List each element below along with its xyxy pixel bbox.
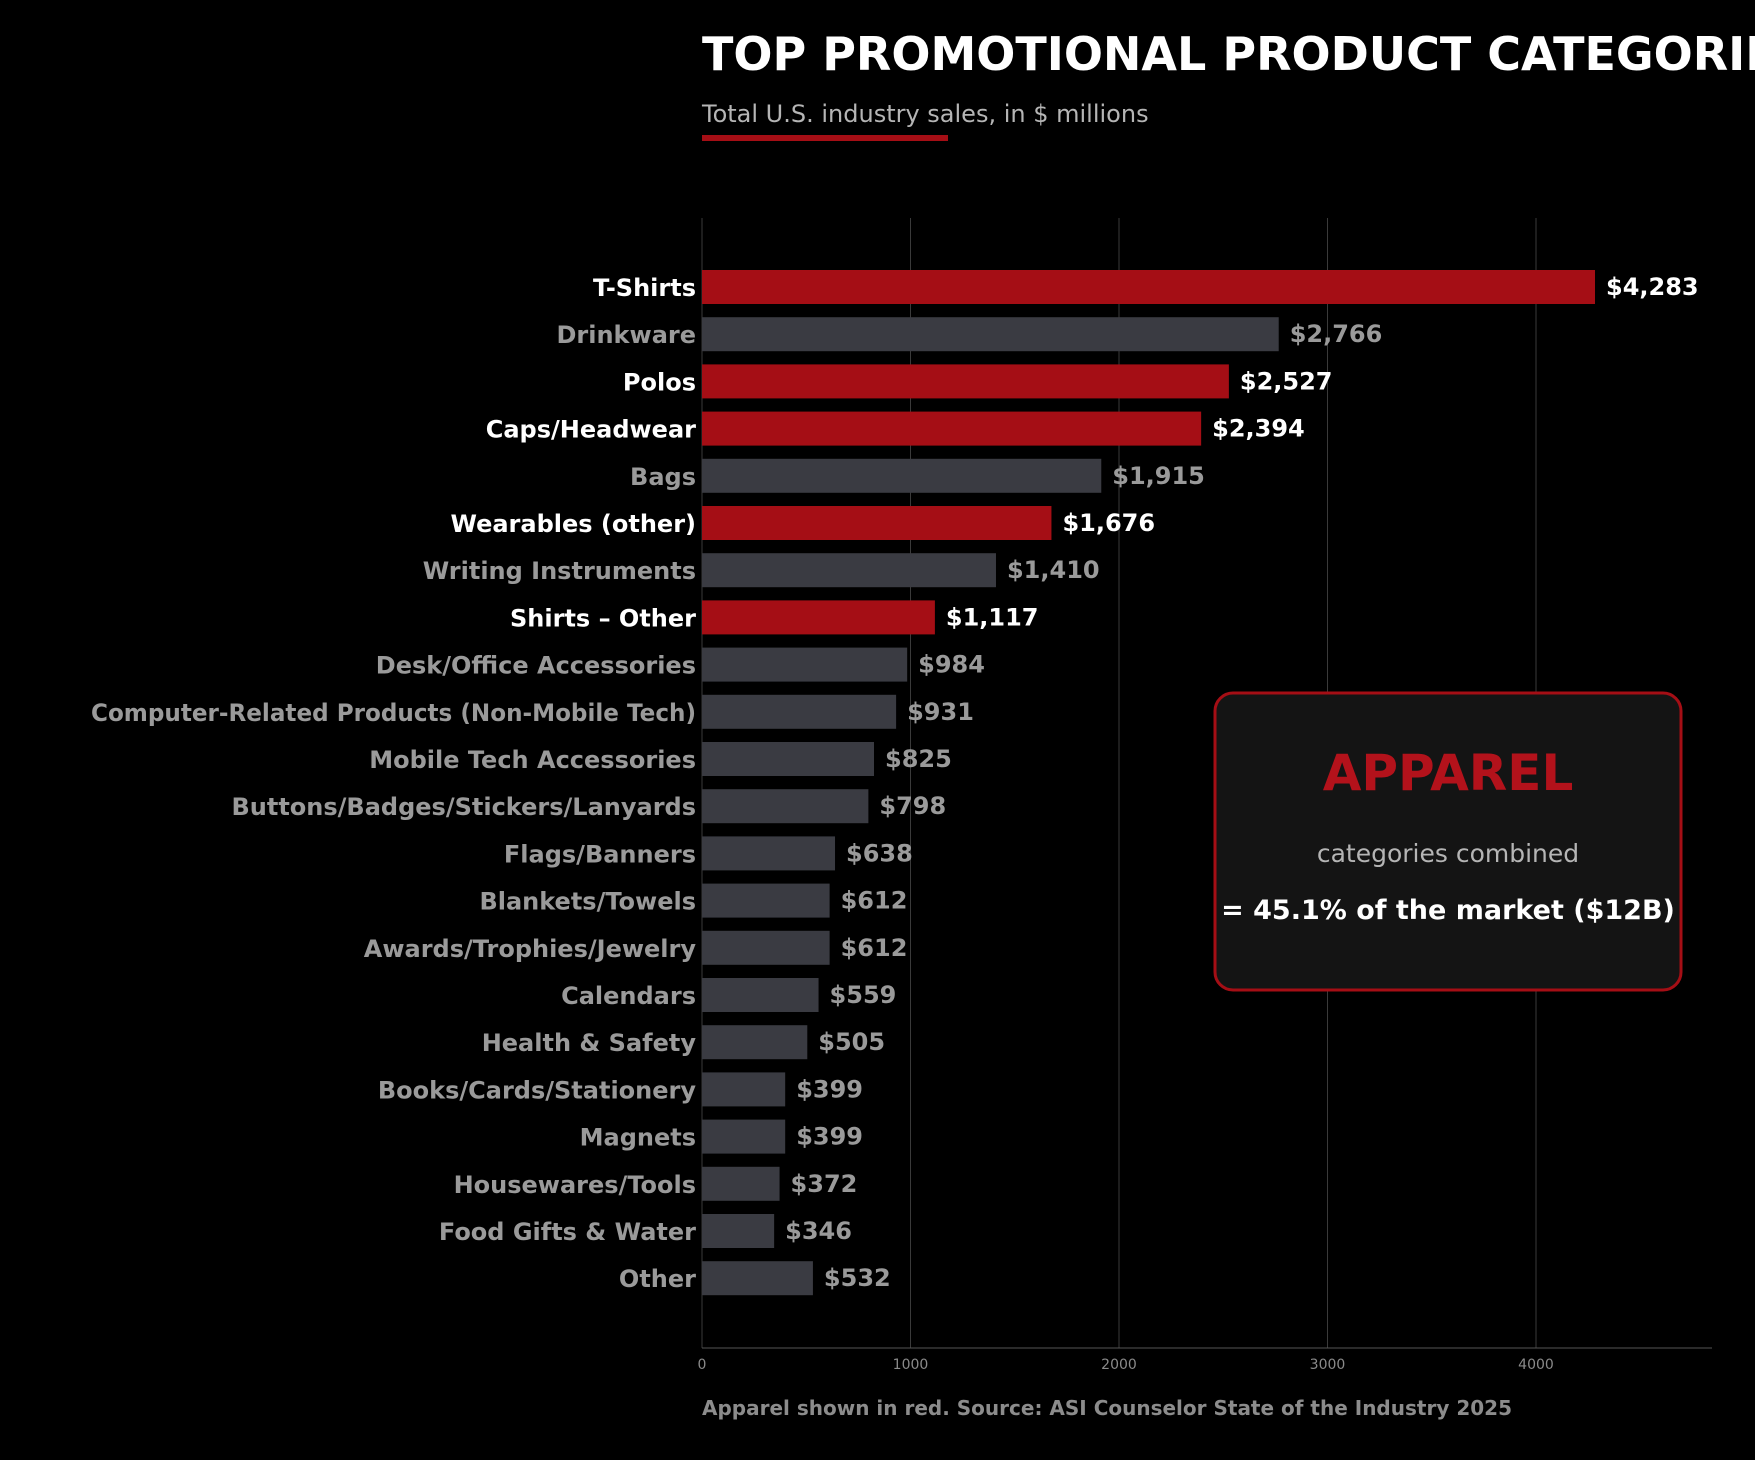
category-label: T-Shirts xyxy=(593,274,696,302)
category-label: Housewares/Tools xyxy=(454,1171,696,1199)
value-label: $2,527 xyxy=(1240,367,1333,395)
x-tick-label: 2000 xyxy=(1101,1357,1137,1373)
bars xyxy=(702,270,1596,1296)
value-label: $4,283 xyxy=(1606,273,1699,301)
x-tick-label: 3000 xyxy=(1310,1357,1346,1373)
category-label: Desk/Office Accessories xyxy=(376,652,696,680)
value-label: $931 xyxy=(907,698,974,726)
category-label: Health & Safety xyxy=(482,1029,697,1057)
category-label: Calendars xyxy=(561,982,696,1010)
bar xyxy=(702,1072,786,1107)
bar xyxy=(702,600,935,635)
callout-title: APPAREL xyxy=(1323,744,1574,802)
bar xyxy=(702,1025,808,1060)
apparel-callout: APPAREL categories combined = 45.1% of t… xyxy=(1213,691,1683,992)
category-label: Computer-Related Products (Non-Mobile Te… xyxy=(91,699,696,727)
value-label: $1,915 xyxy=(1112,462,1205,490)
value-label: $1,117 xyxy=(946,603,1039,631)
value-label: $505 xyxy=(818,1028,885,1056)
category-label: Blankets/Towels xyxy=(479,888,696,916)
value-label: $2,394 xyxy=(1212,415,1305,443)
bar xyxy=(702,883,830,918)
category-label: Polos xyxy=(623,368,696,396)
value-label: $2,766 xyxy=(1290,320,1383,348)
bar xyxy=(702,1261,813,1296)
callout-line2: = 45.1% of the market ($12B) xyxy=(1221,895,1675,926)
category-label: Other xyxy=(619,1265,696,1293)
value-label: $798 xyxy=(879,792,946,820)
value-label: $612 xyxy=(841,887,908,915)
bar xyxy=(702,1166,780,1201)
bar xyxy=(702,1214,775,1248)
value-label: $825 xyxy=(885,745,952,773)
category-label: Flags/Banners xyxy=(504,840,696,868)
bar xyxy=(702,553,996,588)
category-label: Bags xyxy=(630,463,696,491)
value-labels: $4,283 $2,766 $2,527 $2,394$1,915 $1,676 $1,4… xyxy=(785,273,1698,1292)
x-tick-label: 0 xyxy=(698,1357,707,1373)
x-tick-label: 4000 xyxy=(1518,1357,1554,1373)
bar xyxy=(702,742,875,776)
value-label: $1,676 xyxy=(1062,509,1155,537)
chart-title: TOP PROMOTIONAL PRODUCT CATEGORIES xyxy=(702,27,1755,81)
value-label: $984 xyxy=(918,651,985,679)
value-label: $559 xyxy=(830,981,897,1009)
category-label: Wearables (other) xyxy=(450,510,696,538)
bar xyxy=(702,317,1279,352)
category-label: Mobile Tech Accessories xyxy=(369,746,696,774)
bar xyxy=(702,978,819,1012)
value-label: $612 xyxy=(841,934,908,962)
bar xyxy=(702,789,869,824)
value-label: $1,410 xyxy=(1007,556,1100,584)
bar xyxy=(702,364,1229,399)
category-label: Food Gifts & Water xyxy=(439,1218,696,1246)
bar xyxy=(702,694,897,729)
x-axis-ticks: 0 1000 2000 3000 4000 xyxy=(698,1357,1554,1373)
category-labels: T-Shirts Drinkware Polos Caps/Headwear Bags W… xyxy=(91,274,696,1293)
subtitle-underline xyxy=(702,135,948,141)
value-label: $638 xyxy=(846,839,913,867)
category-label: Awards/Trophies/Jewelry xyxy=(364,935,697,963)
x-tick-label: 1000 xyxy=(893,1357,929,1373)
category-label: Shirts – Other xyxy=(510,604,696,632)
category-label: Books/Cards/Stationery xyxy=(378,1076,696,1104)
category-label: Writing Instruments xyxy=(423,557,696,585)
bar xyxy=(702,930,830,965)
value-label: $346 xyxy=(785,1217,852,1245)
value-label: $372 xyxy=(791,1170,858,1198)
value-label: $399 xyxy=(796,1123,863,1151)
bar xyxy=(702,1119,786,1154)
bar xyxy=(702,458,1102,493)
category-label: Magnets xyxy=(580,1124,696,1152)
category-label: Buttons/Badges/Stickers/Lanyards xyxy=(231,793,696,821)
value-label: $399 xyxy=(796,1075,863,1103)
bar xyxy=(702,647,908,682)
chart-subtitle: Total U.S. industry sales, in $ millions xyxy=(701,100,1149,128)
bar xyxy=(702,836,836,871)
callout-line1: categories combined xyxy=(1317,839,1579,868)
callout-box xyxy=(1213,691,1683,992)
bar xyxy=(702,506,1052,540)
chart-footnote: Apparel shown in red. Source: ASI Counse… xyxy=(702,1396,1512,1420)
category-label: Drinkware xyxy=(556,321,696,349)
category-label: Caps/Headwear xyxy=(486,416,696,444)
value-label: $532 xyxy=(824,1264,891,1292)
bar xyxy=(702,411,1202,446)
bar xyxy=(702,270,1596,304)
